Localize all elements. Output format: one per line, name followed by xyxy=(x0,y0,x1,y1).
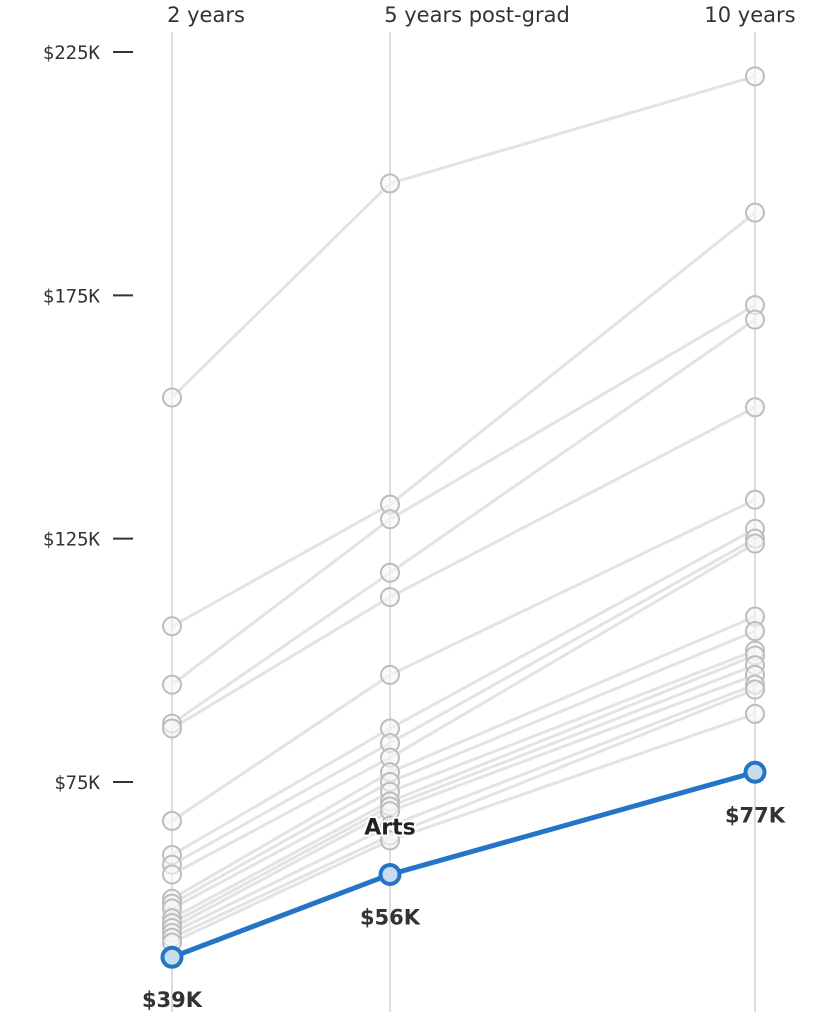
background-series-line xyxy=(171,211,756,628)
y-axis: $225K $175K $125K $75K xyxy=(43,42,133,794)
background-point xyxy=(745,489,765,510)
column-labels: 2 years 5 years post-grad 10 years xyxy=(167,3,796,27)
highlight-point xyxy=(160,945,184,969)
background-series-line xyxy=(171,303,756,686)
background-point xyxy=(380,587,400,608)
x-tick-label: 10 years xyxy=(704,3,795,27)
background-point xyxy=(380,173,400,194)
x-tick-label: 2 years xyxy=(167,3,245,27)
background-point xyxy=(162,387,182,408)
background-point xyxy=(745,703,765,724)
background-point xyxy=(162,674,182,695)
data-label: $39K xyxy=(142,988,203,1012)
highlight-point xyxy=(743,760,767,784)
data-label: $77K xyxy=(725,803,786,827)
background-series-line xyxy=(171,405,756,730)
data-label: $56K xyxy=(360,905,421,929)
background-series-line xyxy=(171,654,756,920)
background-series xyxy=(162,66,765,953)
background-point xyxy=(745,679,765,700)
highlight-point xyxy=(378,862,402,886)
highlight-series: $39K $56K $77K Arts xyxy=(142,760,786,1012)
background-point xyxy=(380,562,400,583)
series-label: Arts xyxy=(364,815,416,840)
background-point xyxy=(162,810,182,831)
y-tick-label: $175K xyxy=(43,285,101,307)
background-point xyxy=(745,621,765,642)
background-series-line xyxy=(170,74,756,399)
background-point xyxy=(745,397,765,418)
background-point xyxy=(162,864,182,885)
y-tick-label: $125K xyxy=(43,529,101,551)
highlight-series-line xyxy=(171,769,756,960)
x-tick-label: 5 years post-grad xyxy=(384,3,570,27)
y-tick-label: $75K xyxy=(54,772,100,794)
background-point xyxy=(745,533,765,554)
y-tick-label: $225K xyxy=(43,42,101,64)
background-point xyxy=(745,309,765,330)
background-point xyxy=(380,830,400,851)
background-point xyxy=(745,202,765,223)
background-point xyxy=(162,718,182,739)
background-point xyxy=(380,509,400,530)
background-point xyxy=(745,66,765,87)
background-point xyxy=(380,664,400,685)
background-point xyxy=(162,616,182,637)
background-series-line xyxy=(171,318,756,725)
